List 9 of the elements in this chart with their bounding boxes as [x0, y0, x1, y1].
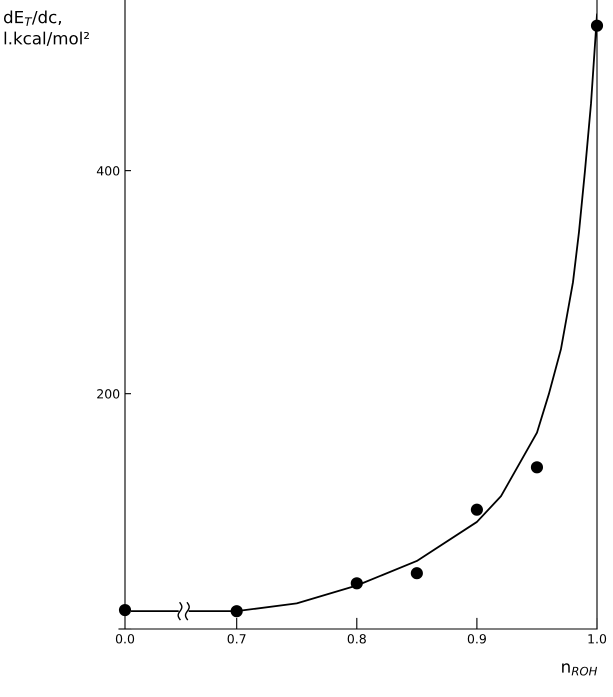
y-axis-title: dE$_{T}$/dc, l.kcal/mol² [4, 10, 89, 46]
x-tick-label: 0.0 [116, 634, 134, 644]
y-tick-label: 400 [96, 166, 120, 176]
x-tick-label: 0.8 [348, 634, 366, 644]
x-axis-title: n$_{ROH}$ [562, 663, 598, 676]
x-tick-label: 0.9 [468, 634, 486, 644]
x-tick-label: 1.0 [588, 634, 606, 644]
y-tick-label: 200 [97, 389, 120, 399]
x-tick-label: 0.7 [228, 634, 246, 644]
